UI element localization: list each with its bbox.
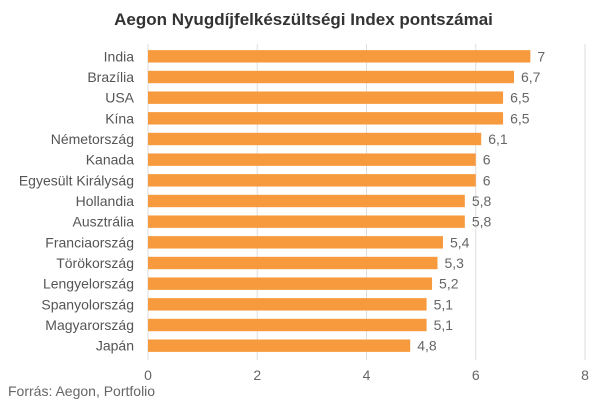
x-tick-label-8: 8 <box>581 367 589 383</box>
category-label-12: Spanyolország <box>41 296 134 312</box>
category-label-6: Egyesült Királyság <box>19 172 134 188</box>
value-label-0: 7 <box>537 48 545 64</box>
category-label-9: Franciaország <box>45 234 134 250</box>
x-tick-label-2: 2 <box>253 367 261 383</box>
bar-10 <box>148 256 438 270</box>
category-label-1: Brazília <box>87 69 134 85</box>
value-label-12: 5,1 <box>434 296 454 312</box>
value-label-3: 6,5 <box>510 110 530 126</box>
value-label-9: 5,4 <box>450 234 470 250</box>
bar-0 <box>148 50 531 63</box>
x-tick-label-6: 6 <box>472 367 480 383</box>
value-label-6: 6 <box>483 172 491 188</box>
bar-5 <box>148 153 476 166</box>
category-label-5: Kanada <box>86 152 134 168</box>
category-label-14: Japán <box>96 338 134 354</box>
bar-14 <box>148 339 411 352</box>
bar-8 <box>148 215 465 228</box>
bar-4 <box>148 132 482 146</box>
source-note: Forrás: Aegon, Portfolio <box>8 383 156 399</box>
chart-title: Aegon Nyugdíjfelkészültségi Index pontsz… <box>114 10 493 29</box>
value-label-14: 4,8 <box>417 338 437 354</box>
category-label-0: India <box>104 48 135 64</box>
category-label-8: Ausztrália <box>73 214 135 230</box>
category-label-13: Magyarország <box>45 317 134 333</box>
value-label-7: 5,8 <box>472 193 492 209</box>
category-label-10: Törökország <box>56 255 134 271</box>
value-label-10: 5,3 <box>445 255 465 271</box>
bar-12 <box>148 298 427 311</box>
value-label-2: 6,5 <box>510 90 530 106</box>
bar-11 <box>148 277 433 290</box>
bar-3 <box>148 112 504 125</box>
category-label-7: Hollandia <box>76 193 135 209</box>
value-label-1: 6,7 <box>521 69 541 85</box>
value-label-8: 5,8 <box>472 214 492 230</box>
x-tick-label-0: 0 <box>144 367 152 383</box>
category-label-11: Lengyelország <box>43 276 134 292</box>
category-label-3: Kína <box>105 110 134 126</box>
category-label-4: Németország <box>51 131 134 147</box>
value-label-4: 6,1 <box>488 131 508 147</box>
value-label-13: 5,1 <box>434 317 454 333</box>
category-label-2: USA <box>105 90 134 106</box>
bar-9 <box>148 236 443 249</box>
value-label-11: 5,2 <box>439 276 459 292</box>
bar-1 <box>148 70 514 84</box>
bar-2 <box>148 91 504 104</box>
x-tick-label-4: 4 <box>363 367 371 383</box>
bar-7 <box>148 194 465 208</box>
bar-13 <box>148 318 427 332</box>
bar-6 <box>148 174 476 187</box>
value-label-5: 6 <box>483 152 491 168</box>
